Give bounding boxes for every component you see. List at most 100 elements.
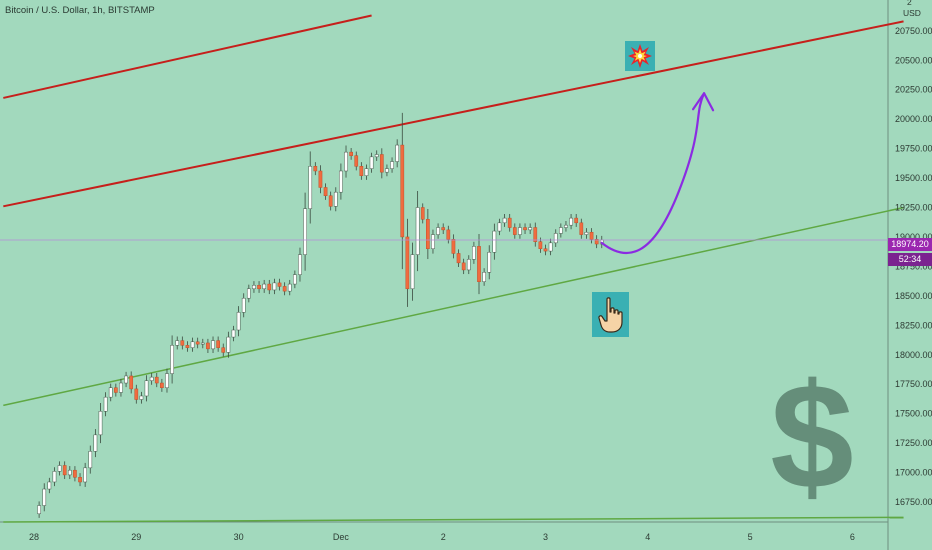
- price-tick-label: 19250.00: [895, 203, 932, 213]
- projection-arrow[interactable]: [600, 92, 706, 255]
- candle: [564, 221, 568, 232]
- bottom-green-line[interactable]: [3, 516, 904, 523]
- candle: [57, 461, 62, 476]
- price-tick-label: 18250.00: [895, 320, 932, 330]
- candle: [272, 278, 277, 295]
- candle: [400, 112, 405, 270]
- candle: [487, 245, 492, 280]
- candle: [374, 150, 379, 161]
- candle: [472, 241, 476, 264]
- candle: [267, 279, 272, 295]
- candle: [262, 279, 267, 293]
- candle: [98, 403, 103, 444]
- bar-countdown-tag: 52:34: [888, 253, 932, 266]
- candle: [139, 391, 144, 404]
- candle: [83, 462, 88, 487]
- candle: [221, 343, 226, 357]
- upper-red-line[interactable]: [3, 14, 372, 99]
- candle: [246, 284, 251, 303]
- dollar-sign-icon: $: [770, 352, 853, 520]
- time-tick-label: 4: [645, 532, 650, 542]
- candle: [405, 218, 410, 307]
- time-tick-label: 2: [441, 532, 446, 542]
- last-price-tag: 18974.20: [888, 238, 932, 251]
- candle: [206, 338, 210, 353]
- candle: [415, 191, 420, 272]
- channel-red-line[interactable]: [3, 20, 904, 208]
- candle: [548, 238, 553, 256]
- candle: [52, 467, 57, 487]
- candle: [47, 477, 52, 494]
- candle: [518, 223, 522, 239]
- candle: [282, 282, 287, 296]
- pointing-hand-glyph: [597, 296, 623, 333]
- candle: [195, 337, 200, 349]
- price-tick-label: 18500.00: [895, 291, 932, 301]
- candle: [446, 225, 451, 244]
- candle: [252, 281, 256, 293]
- candle: [426, 208, 430, 260]
- candle: [144, 375, 149, 402]
- time-tick-label: Dec: [333, 532, 350, 542]
- candle: [190, 337, 195, 352]
- candle: [594, 235, 599, 249]
- candle: [333, 187, 338, 212]
- candle: [466, 255, 471, 275]
- candle: [359, 162, 364, 180]
- candle: [339, 163, 343, 200]
- candle: [410, 242, 415, 301]
- candle: [134, 384, 139, 404]
- candle: [129, 371, 134, 394]
- candle: [420, 203, 425, 224]
- candle: [318, 165, 323, 194]
- candle: [231, 325, 236, 342]
- candle: [170, 335, 174, 384]
- candle: [579, 218, 584, 239]
- candle: [436, 223, 440, 239]
- candle: [124, 371, 128, 388]
- candle: [37, 501, 41, 518]
- candle: [226, 331, 231, 358]
- price-tick-label: 16750.00: [895, 497, 932, 507]
- candle: [574, 213, 579, 227]
- candle: [328, 191, 333, 211]
- candle: [93, 429, 98, 458]
- channel-green-line[interactable]: [3, 206, 904, 407]
- candle: [298, 247, 302, 282]
- price-tick-label: 17500.00: [895, 409, 932, 419]
- candle: [175, 336, 180, 350]
- overlay-layer: $: [0, 92, 888, 520]
- time-tick-label: 6: [850, 532, 855, 542]
- price-tick-label: 20250.00: [895, 85, 932, 95]
- candle: [241, 293, 246, 318]
- candle: [379, 148, 384, 179]
- candle: [165, 368, 169, 393]
- candle: [185, 341, 190, 352]
- collision-icon: [625, 41, 655, 71]
- candle: [364, 164, 369, 180]
- candle: [88, 445, 93, 474]
- candle: [257, 281, 261, 293]
- price-tick-label: 20750.00: [895, 26, 932, 36]
- candle: [180, 336, 185, 350]
- candle: [119, 378, 123, 397]
- candle: [543, 244, 548, 256]
- axis-currency-label[interactable]: USD: [903, 8, 921, 18]
- price-tick-label: 17250.00: [895, 438, 932, 448]
- candle: [287, 279, 292, 296]
- candle: [584, 228, 589, 239]
- candle: [293, 270, 297, 289]
- candle: [589, 228, 594, 244]
- candle: [354, 151, 359, 171]
- candle: [395, 139, 400, 168]
- price-tick-label: 17000.00: [895, 468, 932, 478]
- time-tick-label: 5: [748, 532, 753, 542]
- candle: [441, 223, 446, 235]
- time-tick-label: 30: [234, 532, 244, 542]
- candle: [103, 392, 108, 417]
- price-tick-label: 18750.00: [895, 261, 932, 271]
- candle: [108, 383, 113, 402]
- candle: [492, 223, 497, 260]
- candle: [344, 145, 348, 178]
